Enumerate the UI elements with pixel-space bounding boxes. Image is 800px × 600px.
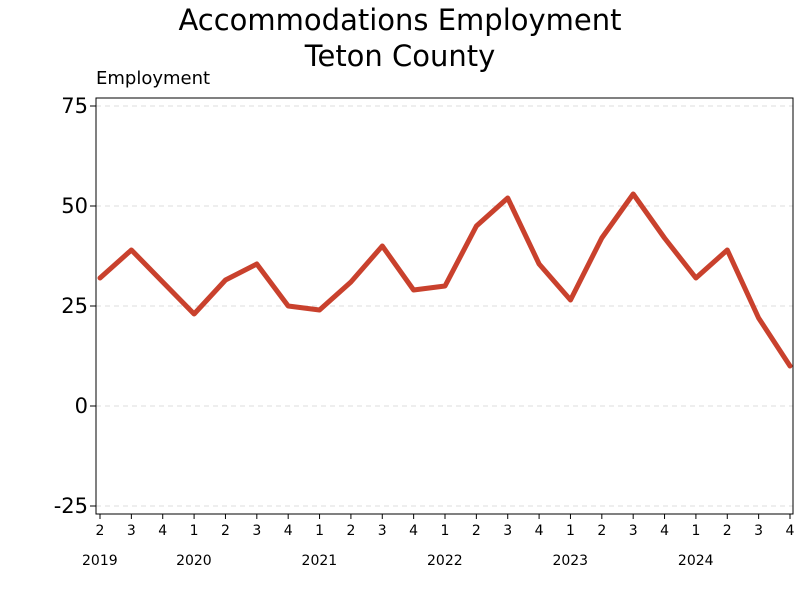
y-tick-label: 25 (61, 294, 88, 318)
x-year-label: 2020 (176, 553, 212, 569)
x-year-label: 2021 (302, 553, 338, 569)
x-tick-label: 1 (315, 523, 324, 539)
x-year-label: 2019 (82, 553, 118, 569)
x-axis: 2 3 4 1 2 3 4 1 2 3 4 1 2 3 4 1 2 3 4 1 2 3 4 2019 2020 2021 2022 2… (82, 514, 795, 569)
x-tick-label: 2 (597, 523, 606, 539)
x-tick-label: 1 (691, 523, 700, 539)
x-tick-label: 4 (535, 523, 544, 539)
x-tick-label: 3 (252, 523, 261, 539)
x-tick-label: 4 (660, 523, 669, 539)
x-tick-label: 2 (346, 523, 355, 539)
x-tick-label: 2 (472, 523, 481, 539)
x-tick-label: 3 (629, 523, 638, 539)
x-tick-label: 3 (378, 523, 387, 539)
y-axis-label: Employment (96, 68, 211, 89)
y-axis: -25 0 25 50 75 (54, 94, 96, 518)
x-tick-label: 2 (96, 523, 105, 539)
x-tick-label: 1 (441, 523, 450, 539)
chart-title-line1: Accommodations Employment (178, 3, 622, 37)
x-tick-label: 1 (190, 523, 199, 539)
chart-title: Accommodations Employment Teton County (0, 2, 800, 74)
x-tick-label: 2 (221, 523, 230, 539)
y-tick-label: 0 (75, 394, 88, 418)
y-tick-label: 75 (61, 94, 88, 118)
x-tick-label: 4 (284, 523, 293, 539)
x-tick-label: 1 (566, 523, 575, 539)
chart-title-line2: Teton County (304, 39, 496, 73)
x-tick-label: 2 (723, 523, 732, 539)
x-tick-label: 3 (754, 523, 763, 539)
series-line (97, 191, 793, 369)
x-year-label: 2023 (552, 553, 588, 569)
x-tick-label: 4 (158, 523, 167, 539)
y-tick-label: -25 (54, 494, 88, 518)
gridlines (96, 105, 793, 507)
x-year-label: 2024 (678, 553, 714, 569)
x-tick-label: 4 (409, 523, 418, 539)
series-group (97, 191, 793, 369)
y-tick-label: 50 (61, 194, 88, 218)
x-tick-label: 4 (786, 523, 795, 539)
x-year-label: 2022 (427, 553, 463, 569)
x-tick-label: 3 (503, 523, 512, 539)
x-tick-label: 3 (127, 523, 136, 539)
